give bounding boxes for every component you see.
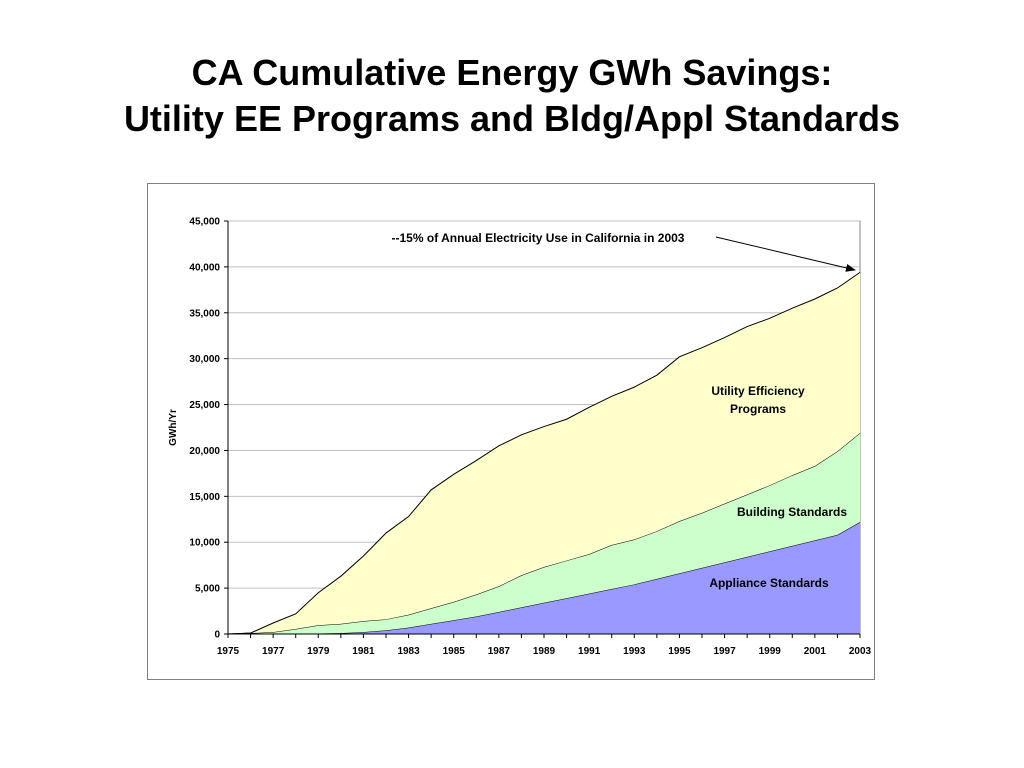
chart-frame: 0 5,000 10,000 15,000 20,000 25,000 30,000 35,0…: [147, 183, 875, 680]
y-tick-label: 20,000: [189, 446, 220, 457]
y-axis-label: GWh/Yr: [168, 409, 179, 446]
y-tick-label: 5,000: [195, 584, 220, 595]
y-tick-label: 30,000: [189, 354, 220, 365]
slide-title-line1: CA Cumulative Energy GWh Savings:: [191, 52, 833, 93]
utility-programs-line: [227, 271, 861, 635]
x-tick-label: 1975: [217, 646, 240, 657]
y-tick-label: 10,000: [189, 538, 220, 549]
x-tick-label: 2001: [804, 646, 827, 657]
x-tick-label: 1999: [759, 646, 782, 657]
y-tick-label: 35,000: [189, 308, 220, 319]
annotation-text: --15% of Annual Electricity Use in Calif…: [392, 231, 685, 245]
x-tick-label: 1993: [623, 646, 646, 657]
x-tick-label: 1997: [713, 646, 736, 657]
y-tick-label: 15,000: [189, 492, 220, 503]
x-tick-label: 1985: [443, 646, 466, 657]
utility-programs-label: Programs: [730, 402, 786, 416]
x-tick-label: 1983: [397, 646, 420, 657]
x-tick-label: 1995: [668, 646, 691, 657]
y-tick-label: 45,000: [189, 217, 220, 228]
appliance-standards-area: [228, 522, 860, 634]
x-tick-label: 1981: [352, 646, 375, 657]
building-standards-area: [228, 433, 860, 634]
x-tick-label: 1987: [488, 646, 511, 657]
building-standards-label: Building Standards: [737, 505, 847, 519]
slide-title-line2: Utility EE Programs and Bldg/Appl Standa…: [123, 98, 901, 139]
savings-area-chart: 0 5,000 10,000 15,000 20,000 25,000 30,000 35,0…: [168, 217, 872, 658]
x-tick-label: 1989: [533, 646, 556, 657]
y-tick-label: 0: [214, 630, 220, 641]
x-tick-label: 1977: [262, 646, 285, 657]
utility-programs-label: Utility Efficiency: [711, 384, 805, 398]
utility-programs-area: [228, 272, 860, 634]
x-tick-label: 1991: [578, 646, 601, 657]
x-tick-label: 1979: [307, 646, 330, 657]
annotation-arrow: [715, 236, 856, 272]
x-tick-label: 2003: [849, 646, 872, 657]
y-tick-label: 25,000: [189, 400, 220, 411]
appliance-standards-label: Appliance Standards: [709, 576, 829, 590]
slide-title: CA Cumulative Energy GWh Savings: Utilit…: [0, 50, 1024, 142]
y-tick-label: 40,000: [189, 262, 220, 273]
